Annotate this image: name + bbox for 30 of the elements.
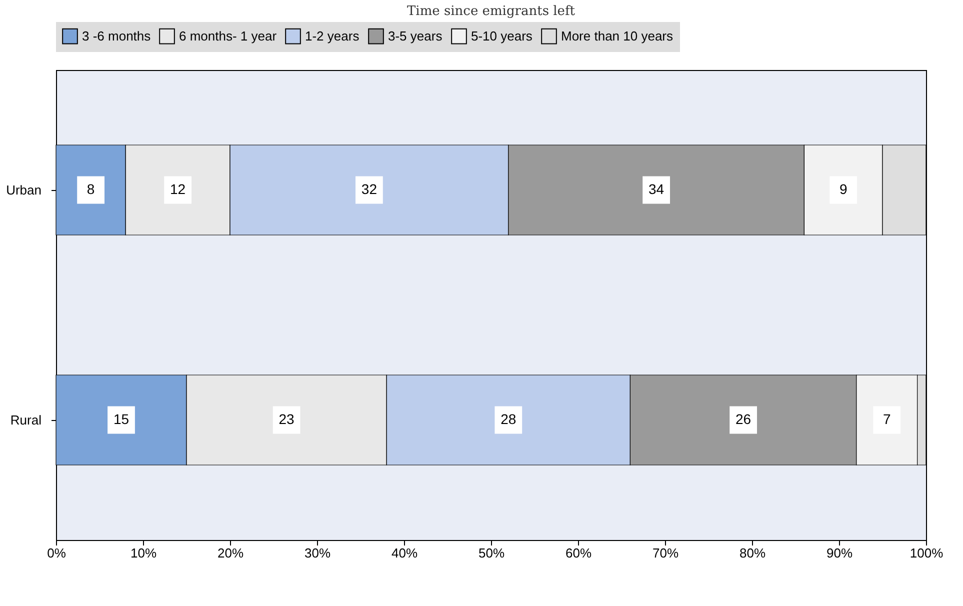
data-label: 32 [361, 181, 378, 197]
x-tick-label: 40% [391, 546, 418, 560]
x-tick-label: 20% [217, 546, 244, 560]
data-label: 28 [500, 411, 516, 427]
data-label: 34 [648, 181, 664, 197]
legend-label: 6 months- 1 year [179, 28, 278, 44]
data-label: 23 [278, 411, 295, 427]
legend-label: 3 -6 months [82, 28, 152, 44]
data-label: 7 [882, 411, 891, 427]
x-tick-label: 90% [826, 546, 853, 560]
data-label: 12 [170, 181, 186, 197]
legend-label: 3-5 years [388, 28, 443, 44]
x-tick-label: 70% [652, 546, 679, 560]
chart-title: Time since emigrants left [406, 4, 576, 19]
x-tick-label: 100% [910, 546, 944, 560]
legend-label: 5-10 years [471, 28, 533, 44]
legend-label: 1-2 years [305, 28, 360, 44]
x-tick-label: 60% [565, 546, 592, 560]
data-label: 8 [86, 181, 95, 197]
data-label: 15 [113, 411, 130, 427]
x-tick-label: 10% [130, 546, 157, 560]
legend-label: More than 10 years [561, 28, 674, 44]
data-label: 26 [736, 411, 752, 427]
x-tick-label: 0% [47, 546, 66, 560]
x-tick-label: 30% [304, 546, 331, 560]
x-tick-label: 80% [739, 546, 766, 560]
data-label: 9 [839, 181, 848, 197]
x-tick-label: 50% [478, 546, 505, 560]
y-tick-label: Rural [10, 412, 42, 428]
y-tick-label: Urban [6, 182, 42, 198]
